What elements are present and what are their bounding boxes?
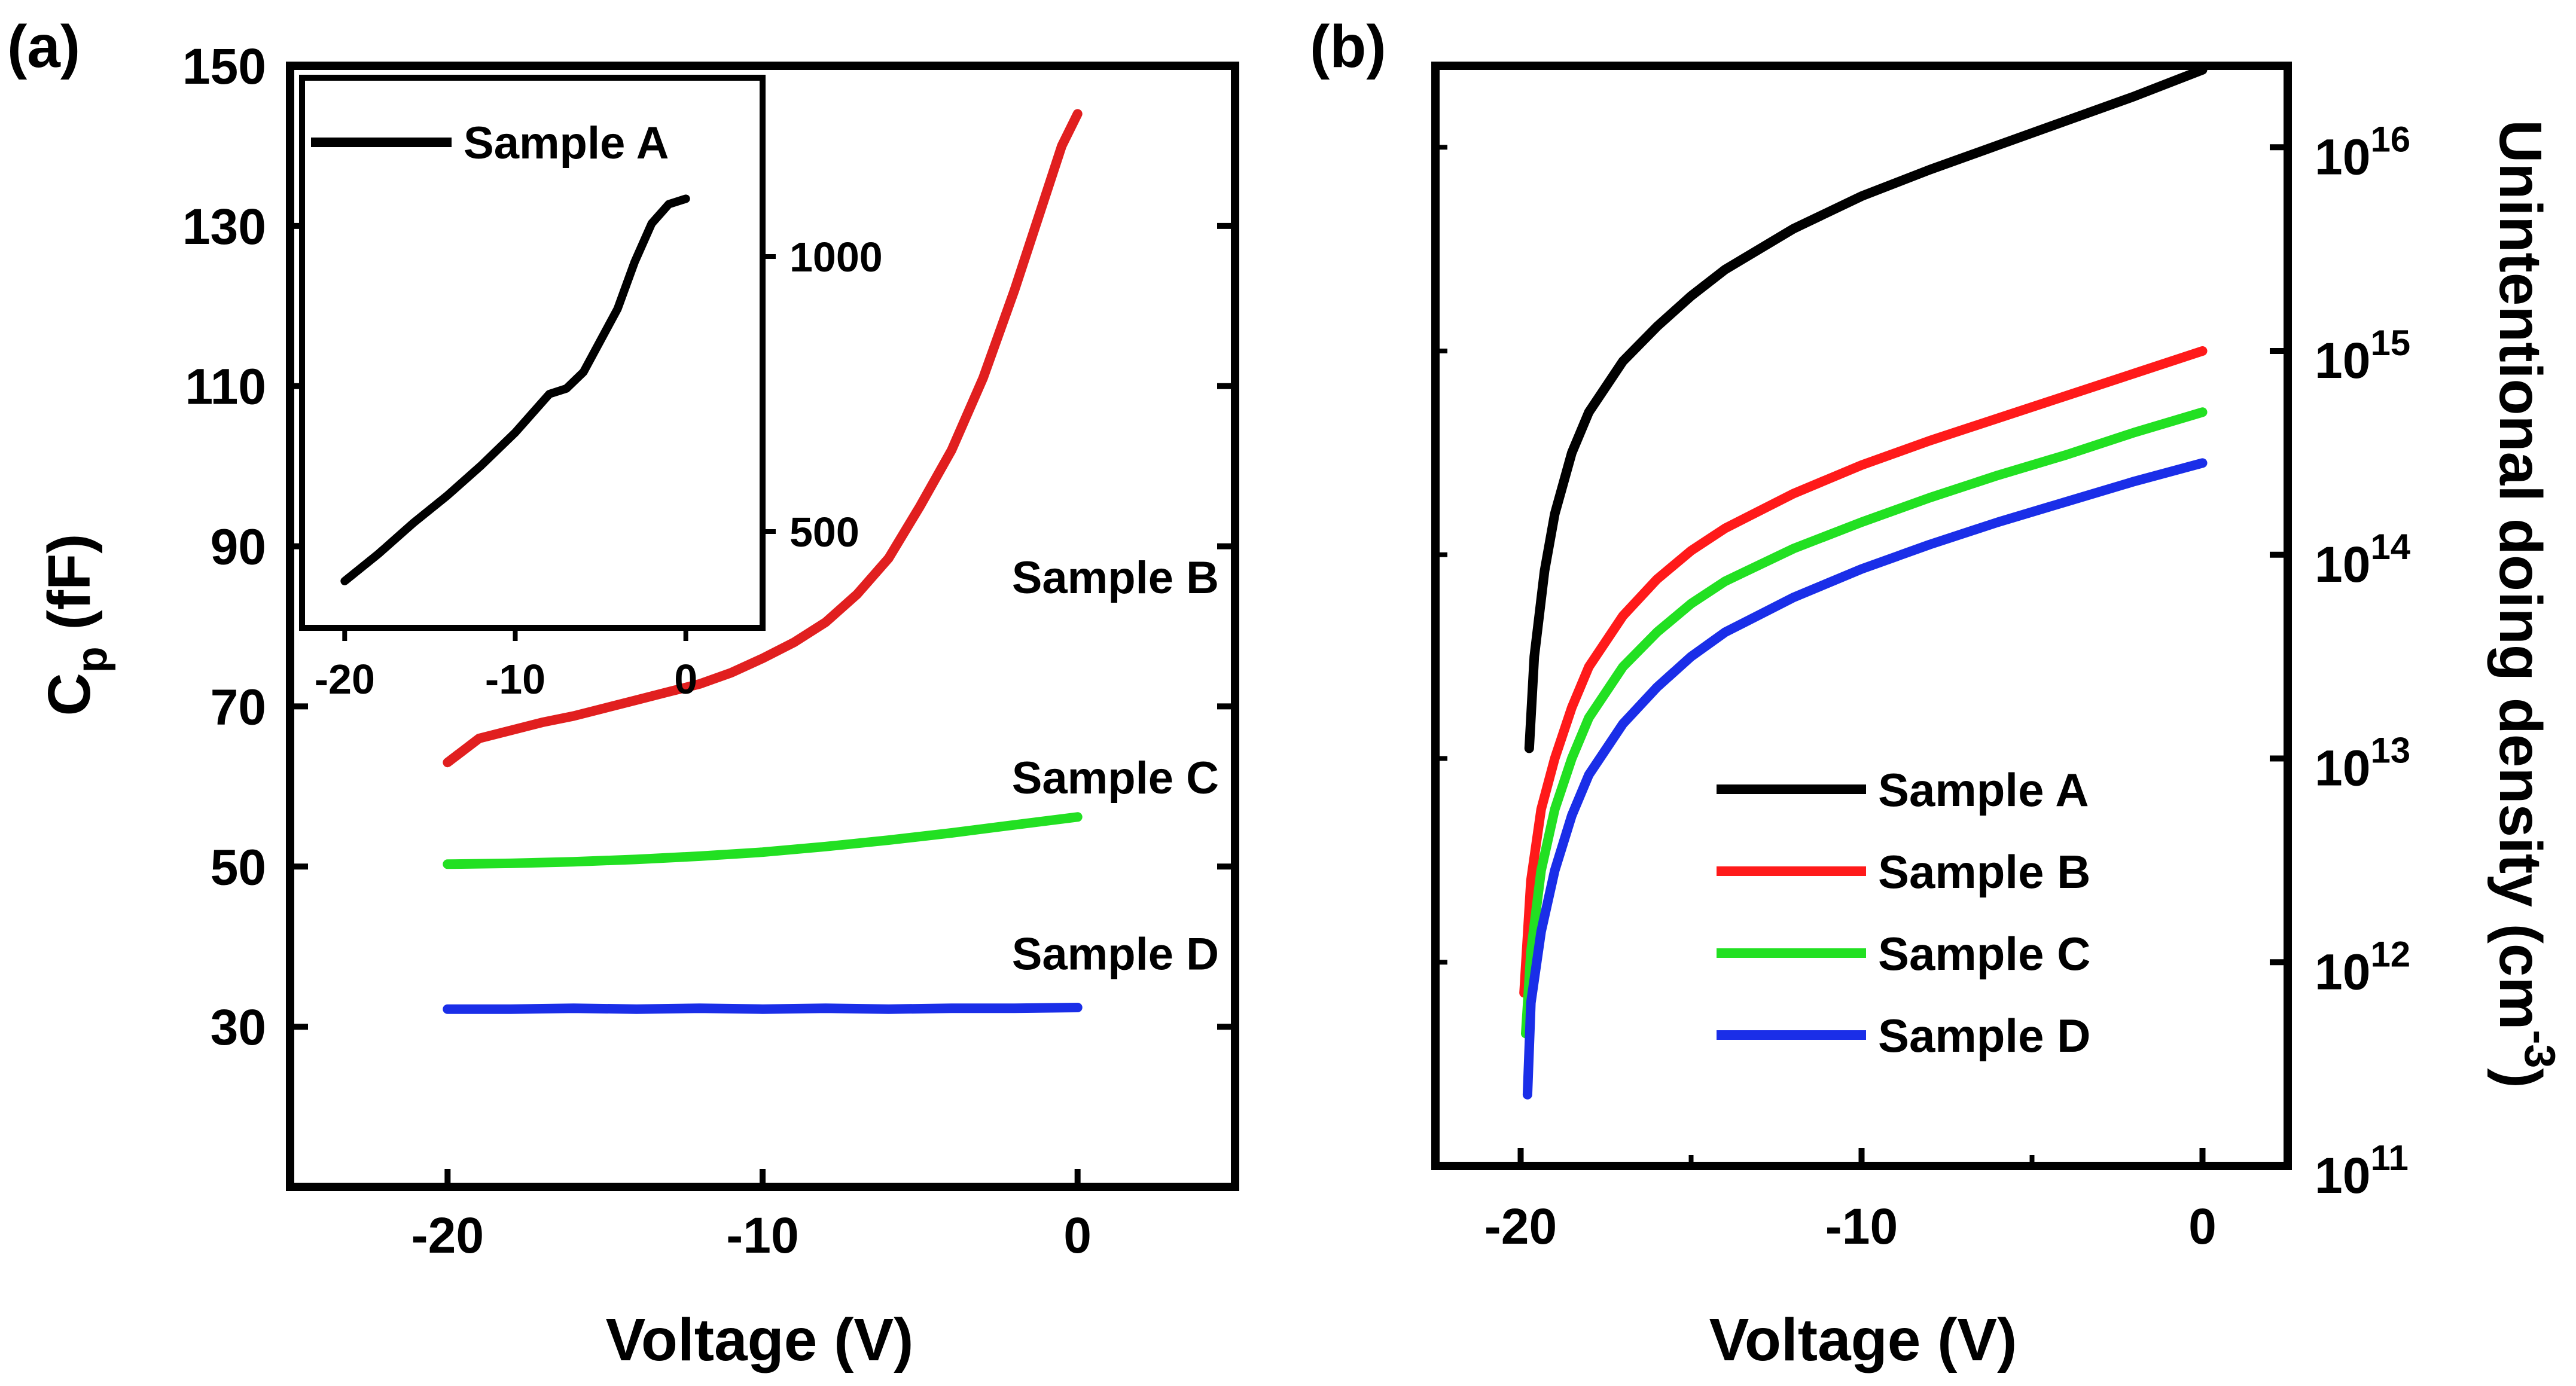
panel-a-annotation: Sample C	[1012, 753, 1219, 804]
panel-a-y-axis-label-main: C	[36, 673, 103, 716]
inset-y-tick-label: 500	[789, 509, 859, 555]
panel-a-annotation: Sample D	[1012, 929, 1219, 980]
panel-a-y-tick-label: 50	[211, 839, 266, 895]
inset-legend-label: Sample A	[464, 118, 669, 169]
panel-b-y-tick-label: 1015	[2315, 323, 2410, 389]
panel-a-x-tick-label: -10	[726, 1207, 798, 1263]
panel-b-legend-label: Sample D	[1878, 1009, 2090, 1062]
inset-y-tick-label: 1000	[789, 234, 883, 280]
panel-a-y-axis-label: Cp (fF)	[36, 534, 116, 716]
inset-ticks: -20 -10 0 500 1000	[315, 234, 883, 703]
panel-b-series-0-line	[1524, 65, 2208, 753]
panel-b-y-tick-label: 1016	[2315, 119, 2410, 185]
panel-a-ticks: -20 -10 0 30 50 70 90 110 130 150	[182, 38, 1235, 1263]
panel-a-x-tick-label: -20	[411, 1207, 484, 1263]
panel-a-y-tick-label: 70	[211, 679, 266, 735]
panel-b-legend-label: Sample C	[1878, 927, 2090, 980]
panel-a-y-tick-label: 110	[185, 359, 266, 415]
panel-b-y-tick-label: 1013	[2315, 731, 2410, 796]
panel-b-series	[1519, 65, 2208, 1100]
inset-series-line	[340, 194, 690, 585]
inset-background	[302, 78, 763, 628]
panel-b-x-tick-label: -20	[1484, 1198, 1557, 1254]
panel-a-series	[443, 109, 1083, 1014]
panel-b: (b) -20 -10 0 1011 1012 1013 1014 1015 1016 Samp…	[1310, 13, 2563, 1373]
panel-b-x-tick-label: 0	[2188, 1198, 2217, 1254]
panel-a-y-tick-label: 130	[182, 199, 266, 255]
panel-b-y-tick-label: 1011	[2315, 1138, 2409, 1204]
panel-a-annotation: Sample B	[1012, 552, 1219, 603]
panel-b-y-axis-label-main: Unintentional doing density (cm	[2487, 120, 2554, 1030]
panel-a-series-0-line	[443, 109, 1083, 768]
panel-b-label: (b)	[1310, 13, 1386, 80]
inset-x-tick-label: -20	[315, 656, 375, 703]
panel-b-x-tick-label: -10	[1825, 1198, 1898, 1254]
panel-a-annotations: Sample B Sample C Sample D	[1012, 552, 1219, 979]
panel-a-series-1-line	[443, 812, 1083, 869]
panel-a-x-tick-label: 0	[1063, 1207, 1092, 1263]
inset-x-tick-label: 0	[674, 656, 697, 703]
panel-b-frame	[1431, 62, 2292, 1170]
panel-a-y-tick-label: 90	[211, 519, 266, 575]
panel-b-series-2-line	[1521, 407, 2208, 1039]
panel-b-y-tick-label: 1014	[2315, 527, 2411, 593]
panel-a-y-axis-label-sub: p	[68, 646, 116, 673]
inset-frame	[299, 75, 766, 631]
panel-a-series-2-line	[443, 1003, 1083, 1014]
panel-b-legend: Sample A Sample B Sample C Sample D	[1717, 764, 2090, 1062]
panel-a-y-tick-label: 30	[211, 999, 266, 1055]
panel-b-x-axis-label: Voltage (V)	[1709, 1306, 2017, 1373]
panel-a-inset: -20 -10 0 500 1000 Sample A	[299, 75, 883, 703]
panel-b-legend-label: Sample B	[1878, 845, 2090, 898]
panel-b-ticks: -20 -10 0 1011 1012 1013 1014 1015 1016	[1435, 119, 2411, 1254]
panel-b-y-axis-label: Unintentional doing density (cm-3)	[2487, 120, 2563, 1088]
panel-a-y-tick-label: 150	[182, 38, 266, 94]
panel-b-series-3-line	[1522, 458, 2208, 1100]
panel-a-x-axis-label: Voltage (V)	[606, 1306, 914, 1373]
panel-b-legend-label: Sample A	[1878, 764, 2089, 816]
panel-b-y-axis-label-sup: -3	[2516, 1030, 2563, 1068]
inset-x-tick-label: -10	[485, 656, 545, 703]
panel-b-series-1-line	[1519, 346, 2208, 998]
panel-a-y-axis-label-rest: (fF)	[36, 534, 103, 647]
panel-a-label: (a)	[7, 13, 80, 80]
panel-b-y-axis-label-close: )	[2487, 1068, 2554, 1088]
panel-b-y-tick-label: 1012	[2315, 934, 2410, 1000]
